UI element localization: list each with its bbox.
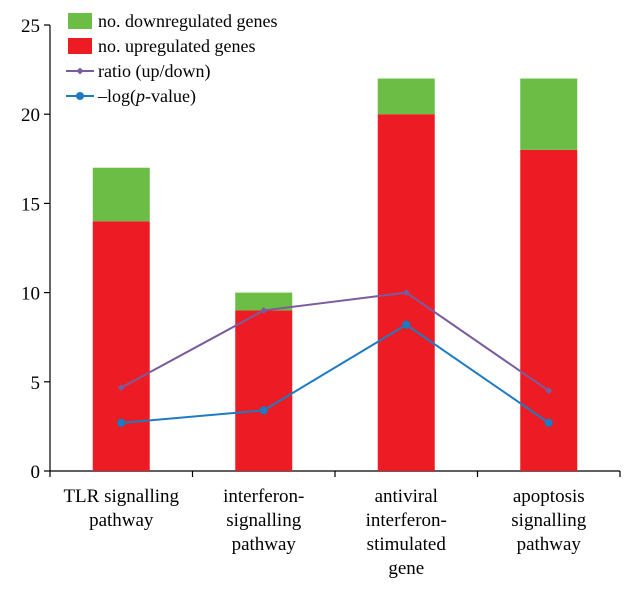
data-point [259, 406, 269, 415]
bar-segment [235, 292, 293, 311]
bar-segment [520, 78, 578, 150]
x-category-label-line: pathway [517, 534, 582, 555]
bar-segment [235, 310, 293, 471]
legend-marker [76, 92, 84, 100]
bar-segment [92, 167, 150, 222]
legend: no. downregulated genes no. upregulated g… [66, 11, 277, 107]
legend-label: –log(p-value) [97, 86, 196, 107]
series-line [121, 323, 550, 424]
bar-segment [520, 149, 578, 471]
legend-marker [76, 67, 84, 75]
legend-label-part: -value) [145, 86, 196, 107]
y-tick-label: 20 [21, 105, 40, 126]
legend-label-italic: p [134, 86, 145, 106]
lines [116, 289, 554, 428]
x-category-label-line: apoptosis [513, 486, 585, 507]
legend-label-part: –log( [97, 86, 136, 107]
x-category-label-line: interferon- [223, 486, 304, 507]
x-category-label: interferon-signalling pathway [223, 486, 304, 555]
y-tick-label: 25 [21, 16, 40, 37]
x-category-label-line: pathway [89, 510, 154, 531]
data-point [402, 289, 410, 297]
x-category-label-line: antiviral [375, 486, 438, 507]
y-tick-label: 10 [21, 284, 40, 305]
x-category-label-line: TLR signalling [63, 486, 179, 507]
x-category-label-line: signalling [511, 510, 586, 531]
x-category-label-line: stimulated [367, 534, 447, 555]
legend-swatch [68, 38, 92, 54]
series-line [120, 291, 550, 392]
x-category-label-line: signalling [226, 510, 301, 531]
y-tick-label: 5 [31, 373, 41, 394]
y-tick-label: 15 [21, 194, 40, 215]
bar-segment [377, 78, 435, 115]
bars [92, 78, 578, 471]
legend-label: no. downregulated genes [98, 11, 277, 31]
data-point [116, 418, 126, 428]
x-category-label-line: pathway [232, 534, 297, 555]
legend-label: no. upregulated genes [98, 36, 255, 56]
y-tick-label: 0 [31, 462, 41, 483]
x-category-label-line: interferon- [366, 510, 447, 531]
bar-segment [92, 221, 150, 471]
data-point [117, 384, 125, 392]
data-point [260, 306, 268, 314]
legend-swatch [68, 13, 92, 29]
x-category-label-line: gene [388, 558, 424, 579]
data-point [544, 418, 554, 428]
legend-label: ratio (up/down) [98, 61, 210, 82]
x-category-label: antiviral interferon-stimulated gene [366, 486, 447, 579]
data-point [401, 320, 411, 330]
x-category-label: TLR signalling pathway [63, 486, 179, 531]
x-category-label: apoptosis signalling pathway [511, 486, 586, 555]
data-point [545, 387, 553, 395]
